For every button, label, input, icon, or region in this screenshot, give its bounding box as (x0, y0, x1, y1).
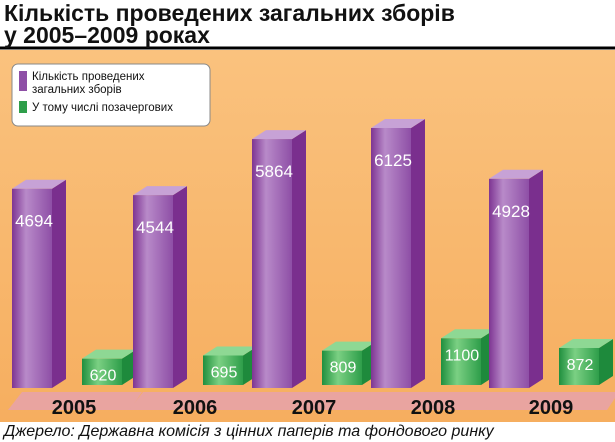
bar-series-2 (82, 358, 122, 385)
bar-series-2-top (441, 329, 495, 339)
bar-base-shadow (367, 392, 501, 410)
bar-series-2 (441, 338, 481, 385)
bar-series-1-top (12, 179, 66, 189)
bar-series-2-top (203, 346, 257, 356)
bar-base-shadow (248, 392, 382, 410)
category-label: 2005 (52, 397, 97, 419)
bar-series-1-top (252, 130, 306, 140)
bar-label-series-1: 4544 (136, 218, 174, 237)
bar-series-1 (12, 188, 52, 388)
bar-series-1-top (489, 169, 543, 179)
legend-swatch-series-2 (19, 101, 27, 113)
source-note: Джерело: Державна комісія з цінних папер… (2, 423, 495, 440)
bar-series-2 (322, 350, 362, 385)
bar-series-2-top (322, 341, 376, 351)
bar-series-1-top (133, 186, 187, 196)
legend-label-series-2: У тому числі позачергових (32, 102, 173, 114)
bar-label-series-2: 1100 (445, 347, 480, 364)
category-label: 2007 (292, 397, 337, 419)
bar-series-2-top (82, 349, 136, 359)
bar-label-series-1: 4694 (15, 212, 53, 231)
bar-label-series-2: 695 (211, 364, 238, 381)
bar-series-1 (489, 178, 529, 388)
bar-label-series-1: 5864 (255, 162, 293, 181)
bar-label-series-1: 6125 (374, 151, 412, 170)
bar-series-2 (203, 355, 243, 385)
bar-label-series-2: 809 (330, 360, 357, 377)
legend-swatch-series-1 (19, 71, 27, 91)
legend-box (11, 63, 211, 127)
bars-layer: 4694 620 2005 4544 695 2006 5864 809 2007 6125 110… (8, 119, 615, 419)
bar-series-1-side (173, 186, 187, 388)
legend: Кількість проведених загальних зборів У т… (11, 63, 211, 127)
bar-base-shadow (8, 392, 142, 410)
bar-series-1-side (292, 130, 306, 389)
bar-label-series-1: 4928 (492, 202, 530, 221)
legend-label-series-1: Кількість проведених загальних зборів (32, 71, 145, 96)
bar-base-shadow (485, 392, 615, 410)
bar-series-2-side (599, 338, 613, 385)
category-label: 2009 (529, 397, 574, 419)
chart-subtitle: у 2005–2009 роках (4, 22, 210, 48)
bar-label-series-2: 620 (90, 368, 117, 385)
bar-series-1 (133, 195, 173, 388)
category-label: 2008 (411, 397, 456, 419)
bar-series-1 (371, 128, 411, 388)
chart-title: Кількість проведених загальних зборів (4, 0, 455, 26)
bar-series-1 (252, 139, 292, 388)
category-label: 2006 (173, 397, 218, 419)
bar-series-1-side (411, 119, 425, 388)
bar-label-series-2: 872 (567, 357, 594, 374)
bar-series-1-top (371, 119, 425, 128)
bar-series-1-side (52, 179, 66, 388)
bar-series-2 (559, 347, 599, 385)
bar-series-2-side (122, 349, 136, 385)
bar-series-1-side (529, 169, 543, 388)
bar-series-2-top (559, 338, 613, 348)
bar-base-shadow (129, 392, 263, 410)
